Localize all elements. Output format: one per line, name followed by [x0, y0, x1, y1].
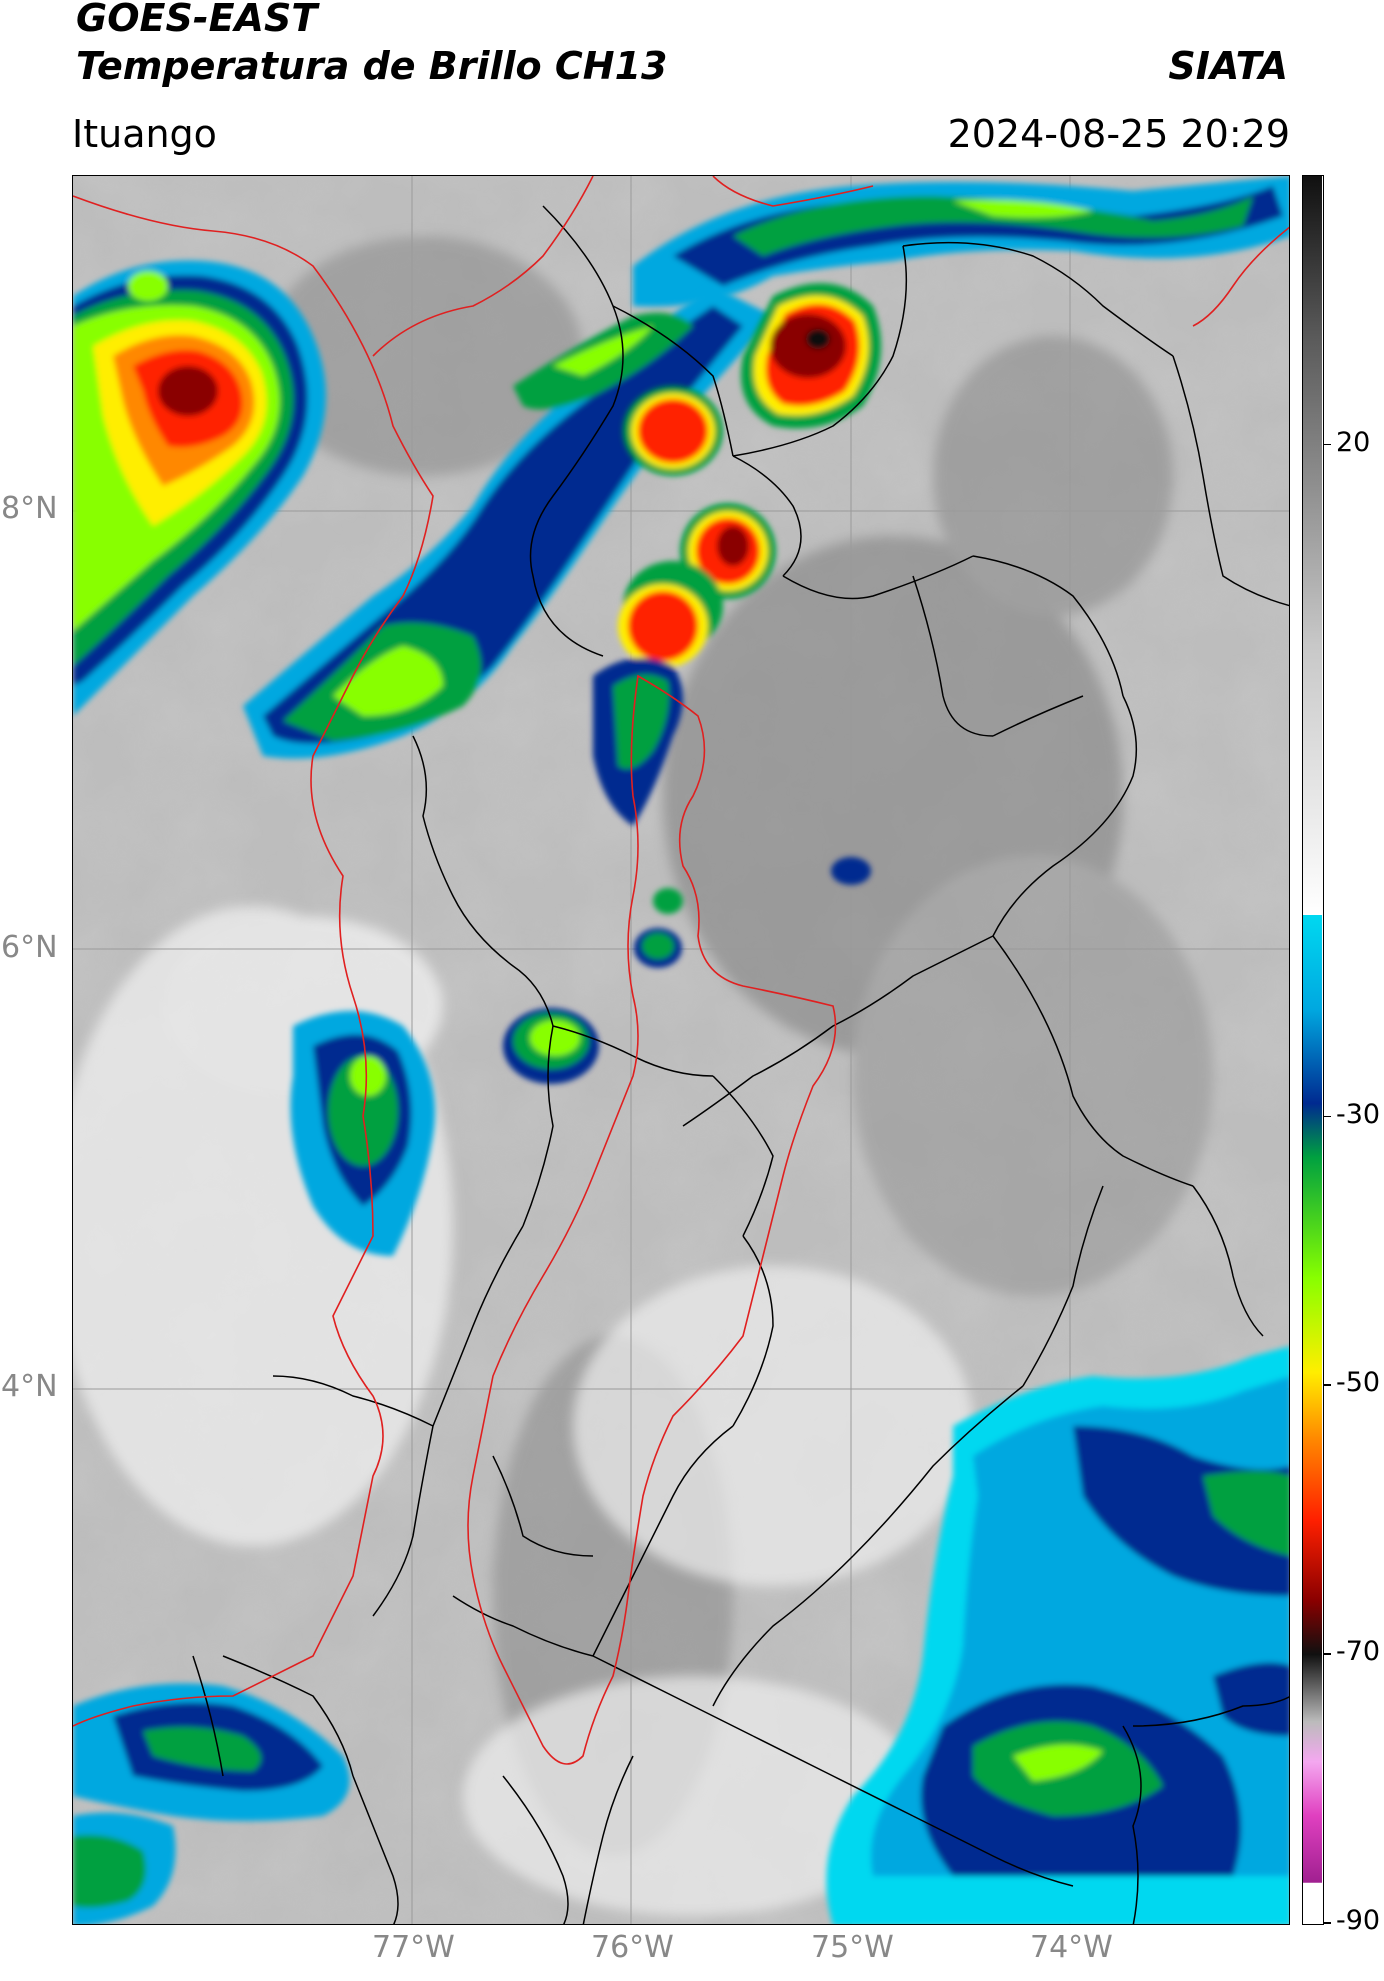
colorbar-tick-label: -90 [1336, 1905, 1381, 1936]
satellite-map[interactable] [72, 175, 1290, 1925]
storm-band-north [633, 176, 1289, 307]
colorbar-tick-mark [1324, 1115, 1331, 1118]
product-title: Temperatura de Brillo CH13 [76, 44, 668, 88]
storm-area-west-coast [290, 1011, 435, 1256]
lon-label-77w: 77°W [372, 1930, 455, 1965]
colorbar-gradient [1303, 176, 1322, 1923]
storm-area-southeast [826, 1346, 1289, 1924]
map-canvas [73, 176, 1289, 1924]
storm-cluster-mid [593, 386, 776, 826]
satellite-title: GOES-EAST [76, 0, 318, 40]
lon-label-75w: 75°W [811, 1930, 894, 1965]
cold-cloud-regions [73, 906, 973, 1916]
colorbar-tick-mark [1324, 1384, 1331, 1386]
storm-cell-northwest [73, 260, 326, 716]
colorbar-tick-mark [1324, 1922, 1331, 1924]
colorbar [1302, 175, 1324, 1925]
timestamp-label: 2024-08-25 20:29 [947, 112, 1290, 156]
lat-label-4n: 4°N [1, 1369, 58, 1404]
department-borders [192, 205, 1289, 1924]
colorbar-tick-label: 20 [1336, 426, 1371, 458]
lon-label-74w: 74°W [1030, 1930, 1113, 1965]
country-and-basin-borders [73, 176, 1289, 1765]
lon-label-76w: 76°W [591, 1930, 674, 1965]
colorbar-tick-label: -50 [1336, 1367, 1381, 1399]
colorbar-tick-mark [1324, 443, 1331, 446]
agency-label: SIATA [1168, 44, 1288, 88]
lat-label-8n: 8°N [1, 491, 58, 526]
region-label: Ituango [72, 112, 217, 156]
lat-label-6n: 6°N [1, 930, 58, 965]
colorbar-fill [1303, 176, 1322, 1923]
colorbar-tick-label: -70 [1336, 1636, 1381, 1668]
colorbar-tick-mark [1324, 1653, 1331, 1655]
colorbar-tick-label: -30 [1336, 1098, 1381, 1130]
storm-cell-north-central [741, 283, 881, 429]
